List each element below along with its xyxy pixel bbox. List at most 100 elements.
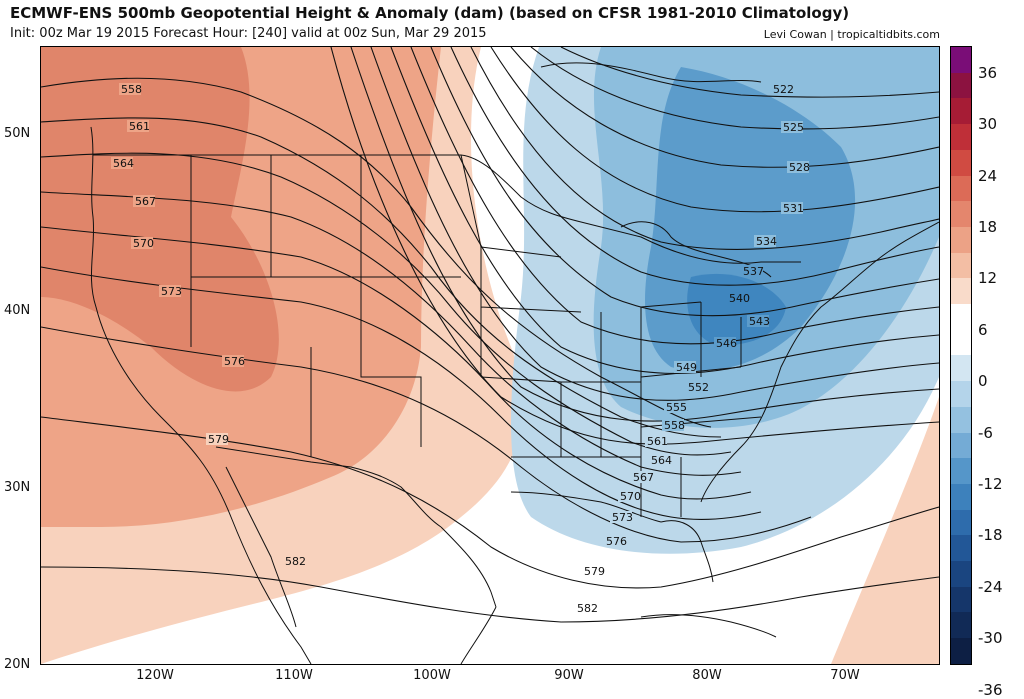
contour-561: [41, 117, 722, 438]
contour-label-540: 540: [729, 292, 750, 305]
contour-label-570: 570: [620, 490, 641, 503]
colorbar-segment: [951, 149, 971, 176]
contour-label-582: 582: [577, 602, 598, 615]
contour-549: [370, 47, 939, 401]
state-borders-west: [190, 155, 461, 457]
lat-label-50n: 50N: [4, 126, 31, 141]
map-panel: 522 525 528 531 534 537 540 543 546 549 …: [40, 46, 940, 665]
colorbar-segment: [951, 47, 971, 73]
map-canvas: 522 525 528 531 534 537 540 543 546 549 …: [41, 47, 939, 664]
contour-label-573: 573: [612, 511, 633, 524]
colorbar-segment: [951, 329, 971, 356]
colorbar-tick-label: -24: [978, 577, 1003, 596]
contour-label-534: 534: [756, 235, 777, 248]
colorbar-segment: [951, 252, 971, 279]
colorbar-tick-label: 12: [978, 269, 998, 288]
west-label-576: 576: [224, 355, 245, 368]
colorbar-segment: [951, 304, 971, 330]
colorbar-segment: [951, 586, 971, 613]
lat-label-20n: 20N: [4, 657, 31, 672]
contour-label-558: 558: [664, 419, 685, 432]
contour-522: [560, 47, 939, 98]
lon-label-90w: 90W: [554, 668, 584, 683]
colorbar-segment: [951, 226, 971, 253]
contour-555: [330, 47, 939, 445]
colorbar-tick-label: 30: [978, 115, 998, 134]
west-label-582: 582: [285, 555, 306, 568]
contour-label-522: 522: [773, 83, 794, 96]
contour-label-579: 579: [584, 565, 605, 578]
colorbar-tick-label: -12: [978, 475, 1003, 494]
contour-552: [350, 47, 939, 422]
contour-540: [430, 47, 939, 317]
west-label-579: 579: [208, 433, 229, 446]
lon-label-100w: 100W: [413, 668, 451, 683]
contour-543: [410, 47, 939, 345]
west-label-561: 561: [129, 120, 150, 133]
colorbar-segment: [951, 124, 971, 150]
credit-text: Levi Cowan | tropicaltidbits.com: [763, 28, 940, 41]
lon-label-110w: 110W: [275, 668, 313, 683]
colorbar-segment: [951, 355, 971, 382]
contour-label-537: 537: [743, 265, 764, 278]
colorbar-tick-label: -6: [978, 423, 993, 442]
contour-582: [41, 566, 939, 623]
west-label-573: 573: [161, 285, 182, 298]
colorbar-segment: [951, 483, 971, 510]
lon-label-80w: 80W: [692, 668, 722, 683]
colorbar-segment: [951, 509, 971, 536]
contour-579: [41, 416, 939, 589]
colorbar-segment: [951, 72, 971, 99]
colorbar-tick-label: 36: [978, 63, 998, 82]
mexico-gulf-coast: [460, 606, 497, 664]
colorbar-segment: [951, 638, 971, 664]
contour-label-543: 543: [749, 315, 770, 328]
colorbar-tick-label: -30: [978, 629, 1003, 648]
contour-label-549: 549: [676, 361, 697, 374]
cuba-outline: [640, 614, 777, 638]
colorbar-tick-label: -36: [978, 680, 1003, 699]
contour-576: [41, 326, 812, 543]
contour-label-564: 564: [651, 454, 672, 467]
contour-570: [41, 226, 752, 500]
hudson-bay-outline: [540, 62, 762, 83]
contour-label-561: 561: [647, 435, 668, 448]
lon-label-120w: 120W: [136, 668, 174, 683]
contour-label-567: 567: [633, 471, 654, 484]
lat-label-40n: 40N: [4, 303, 31, 318]
height-contours: [41, 47, 939, 623]
contour-label-546: 546: [716, 337, 737, 350]
contour-528: [510, 47, 939, 168]
colorbar-tick-label: 0: [978, 372, 988, 391]
contour-546: [390, 47, 939, 374]
colorbar-segment: [951, 406, 971, 433]
contour-label-555: 555: [666, 401, 687, 414]
west-label-570: 570: [133, 237, 154, 250]
west-label-558: 558: [121, 83, 142, 96]
contour-label-552: 552: [688, 381, 709, 394]
contour-label-528: 528: [789, 161, 810, 174]
contour-531: [490, 47, 939, 213]
contour-labels: 522 525 528 531 534 537 540 543 546 549 …: [111, 83, 810, 615]
contour-573: [41, 266, 762, 520]
colorbar-tick-label: 6: [978, 320, 988, 339]
colorbar-segment: [951, 612, 971, 639]
contour-label-525: 525: [783, 121, 804, 134]
us-mexico-border: [215, 446, 442, 528]
contour-534: [470, 47, 939, 250]
contour-564: [41, 152, 732, 456]
west-label-564: 564: [113, 157, 134, 170]
contour-525: [530, 47, 939, 130]
colorbar-segment: [951, 561, 971, 587]
contour-label-531: 531: [783, 202, 804, 215]
contour-567: [41, 191, 742, 476]
colorbar-tick-label: 18: [978, 217, 998, 236]
colorbar-segment: [951, 175, 971, 202]
positive-anomaly-strong: [41, 47, 279, 392]
forecast-info: Init: 00z Mar 19 2015 Forecast Hour: [24…: [10, 26, 487, 41]
east-coastline: [660, 221, 939, 583]
contour-537: [450, 47, 939, 286]
contour-label-576: 576: [606, 535, 627, 548]
colorbar-segment: [951, 381, 971, 407]
lon-label-70w: 70W: [830, 668, 860, 683]
